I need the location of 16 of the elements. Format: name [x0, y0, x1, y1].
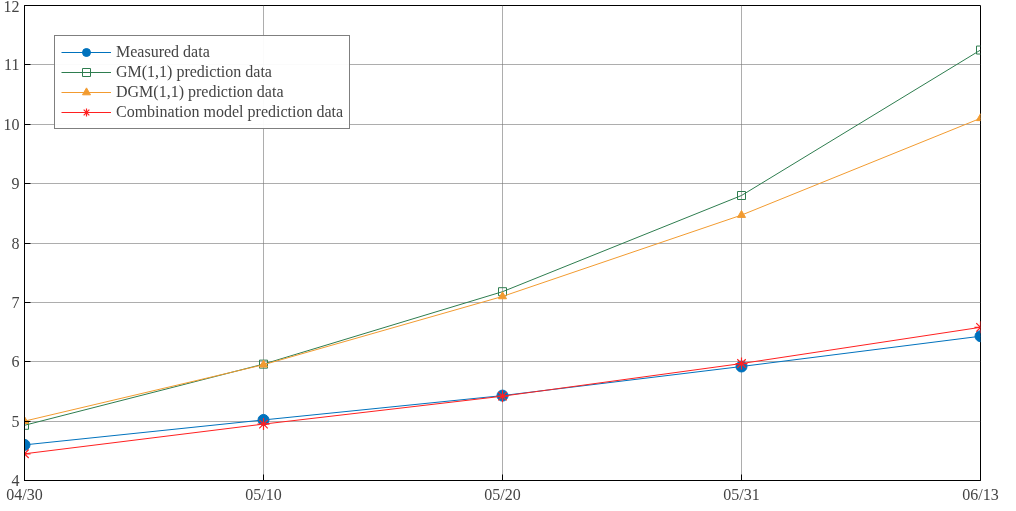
legend-label: Measured data [116, 43, 210, 61]
y-tick-label: 8 [11, 234, 20, 252]
x-tick-label: 05/10 [245, 485, 282, 503]
y-tick-label: 10 [3, 115, 20, 133]
y-tick-label: 7 [11, 293, 20, 311]
legend-label: DGM(1,1) prediction data [116, 83, 284, 101]
y-tick-label: 11 [4, 56, 20, 74]
legend-label: Combination model prediction data [116, 103, 344, 121]
y-tick-label: 12 [3, 0, 20, 15]
y-tick-label: 6 [11, 353, 20, 371]
x-tick-label: 05/31 [723, 485, 760, 503]
y-tick-label: 9 [11, 175, 20, 193]
y-tick-label: 5 [11, 412, 20, 430]
legend-label: GM(1,1) prediction data [116, 63, 272, 81]
x-tick-label: 06/13 [962, 485, 999, 503]
x-tick-label: 05/20 [484, 485, 521, 503]
